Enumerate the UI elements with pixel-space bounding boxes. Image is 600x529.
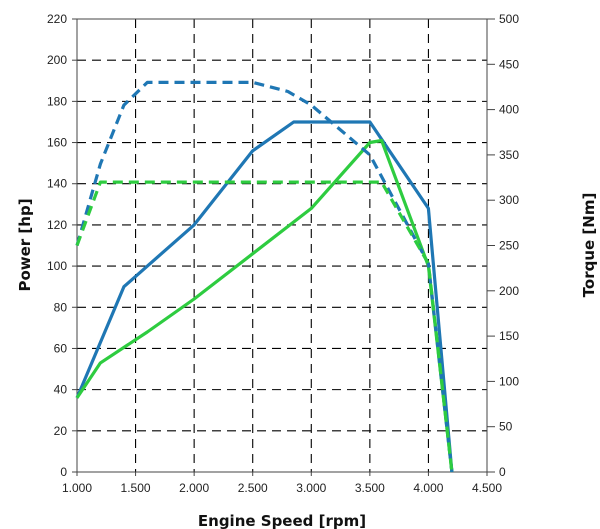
y-tick-label: 100 bbox=[47, 259, 67, 273]
series-lines bbox=[75, 80, 454, 473]
series-line-1-left-solid bbox=[75, 120, 454, 473]
series-line-3-right-dashed bbox=[75, 80, 454, 473]
y2-tick-label: 0 bbox=[499, 465, 506, 479]
y2-tick-label: 200 bbox=[499, 284, 519, 298]
y2-tick-label: 350 bbox=[499, 148, 519, 162]
y2-tick-label: 100 bbox=[499, 374, 519, 388]
y2-tick-label: 250 bbox=[499, 239, 519, 253]
y2-tick-label: 300 bbox=[499, 193, 519, 207]
y2-tick-label: 450 bbox=[499, 57, 519, 71]
y2-tick-label: 50 bbox=[499, 420, 513, 434]
x-tick-label: 1.500 bbox=[121, 481, 151, 495]
y-tick-label: 60 bbox=[54, 341, 68, 355]
x-tick-label: 3.000 bbox=[296, 481, 326, 495]
y2-tick-label: 400 bbox=[499, 103, 519, 117]
x-tick-label: 4.500 bbox=[472, 481, 502, 495]
y-tick-label: 180 bbox=[47, 94, 67, 108]
tick-labels: 1.000 1.500 2.000 2.500 3.000 3.500 4.000 4.500… bbox=[47, 12, 519, 495]
y-tick-label: 40 bbox=[54, 383, 68, 397]
series-line-4-right-dashed bbox=[75, 180, 454, 473]
y-tick-label: 20 bbox=[54, 424, 68, 438]
y-tick-label: 200 bbox=[47, 53, 67, 67]
y-tick-label: 120 bbox=[47, 218, 67, 232]
series-line-2-left-solid bbox=[75, 138, 454, 473]
x-tick-label: 2.000 bbox=[179, 481, 209, 495]
y-tick-label: 160 bbox=[47, 136, 67, 150]
y-axis-title: Power [hp] bbox=[16, 198, 34, 291]
plot-frame bbox=[76, 18, 488, 473]
axis-ticks bbox=[72, 18, 495, 476]
y2-axis-title: Torque [Nm] bbox=[580, 193, 598, 298]
x-tick-label: 2.500 bbox=[238, 481, 268, 495]
y2-tick-label: 150 bbox=[499, 329, 519, 343]
y-tick-label: 0 bbox=[60, 465, 67, 479]
x-axis-title: Engine Speed [rpm] bbox=[198, 512, 366, 529]
y2-tick-label: 500 bbox=[499, 12, 519, 26]
y-tick-label: 80 bbox=[54, 300, 68, 314]
x-tick-label: 3.500 bbox=[355, 481, 385, 495]
x-tick-label: 4.000 bbox=[413, 481, 443, 495]
x-tick-label: 1.000 bbox=[62, 481, 92, 495]
y-tick-label: 220 bbox=[47, 12, 67, 26]
y-tick-label: 140 bbox=[47, 177, 67, 191]
grid-lines bbox=[77, 19, 487, 472]
